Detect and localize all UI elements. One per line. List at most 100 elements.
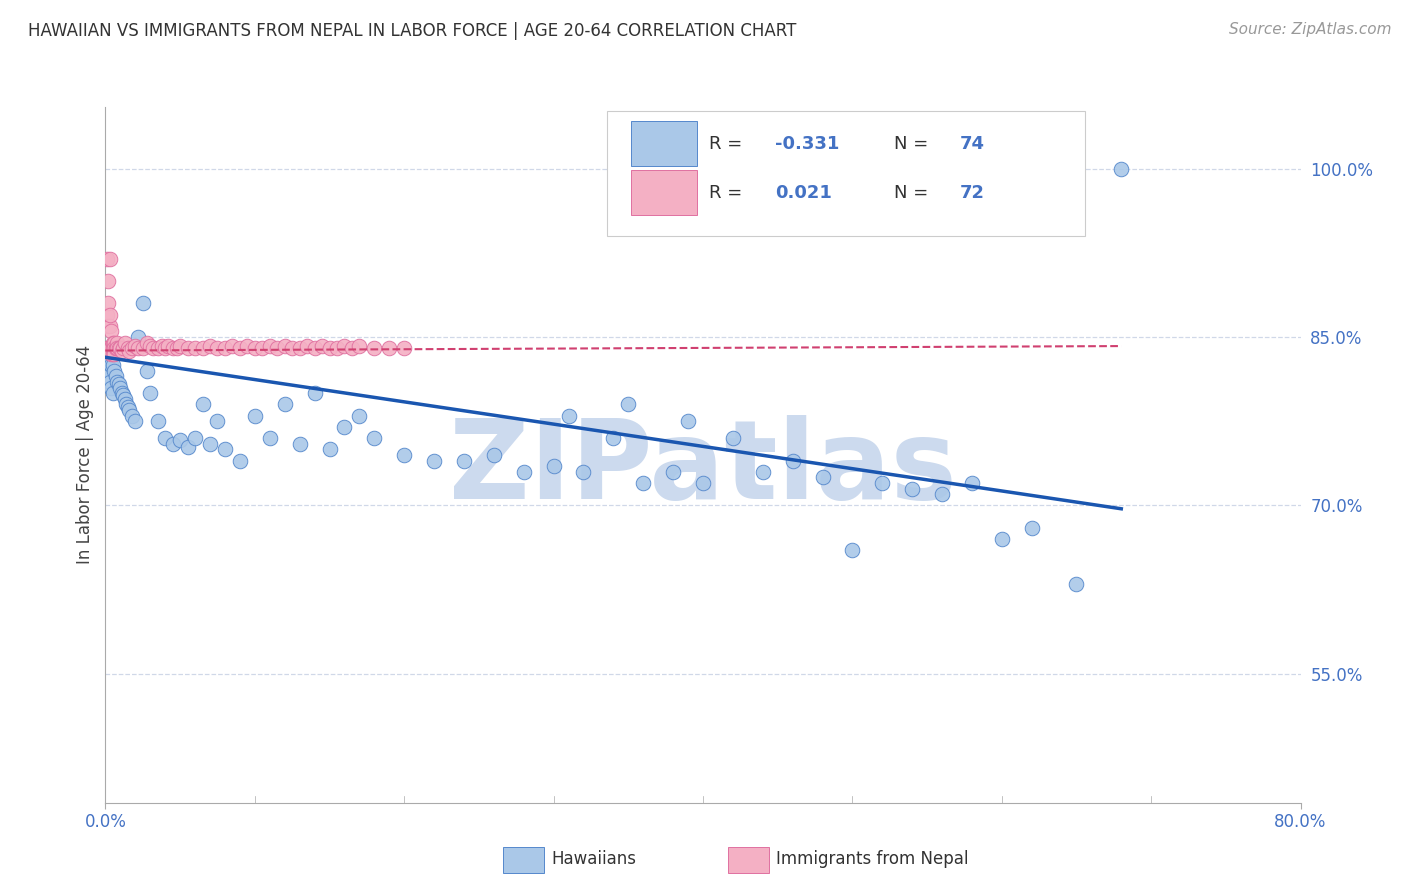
Point xyxy=(990,532,1012,546)
Point xyxy=(721,431,744,445)
Point xyxy=(97,318,120,333)
Point xyxy=(304,341,326,355)
Point xyxy=(142,341,165,355)
Text: Source: ZipAtlas.com: Source: ZipAtlas.com xyxy=(1229,22,1392,37)
Point xyxy=(150,339,173,353)
Text: N =: N = xyxy=(894,135,934,153)
Point xyxy=(103,335,125,350)
Point xyxy=(1066,577,1088,591)
Point xyxy=(617,397,640,411)
Point xyxy=(97,347,120,361)
Point xyxy=(157,339,180,353)
Point xyxy=(108,377,131,392)
Point xyxy=(191,397,214,411)
Text: HAWAIIAN VS IMMIGRANTS FROM NEPAL IN LABOR FORCE | AGE 20-64 CORRELATION CHART: HAWAIIAN VS IMMIGRANTS FROM NEPAL IN LAB… xyxy=(28,22,796,40)
Point xyxy=(236,339,259,353)
Point xyxy=(169,339,191,353)
Point xyxy=(98,375,121,389)
Point xyxy=(207,414,229,428)
Point xyxy=(872,475,894,490)
Point xyxy=(155,341,177,355)
Text: Immigrants from Nepal: Immigrants from Nepal xyxy=(776,850,969,868)
FancyBboxPatch shape xyxy=(631,121,697,166)
Point xyxy=(221,339,243,353)
Point xyxy=(136,364,159,378)
Point xyxy=(557,409,579,423)
Point xyxy=(252,341,274,355)
Point xyxy=(104,341,127,355)
Point xyxy=(97,296,120,310)
Point xyxy=(121,409,143,423)
Text: 0.021: 0.021 xyxy=(775,184,831,202)
Point xyxy=(931,487,953,501)
Point xyxy=(100,325,122,339)
Point xyxy=(111,343,134,358)
Point xyxy=(110,341,132,355)
Point xyxy=(96,341,118,355)
Point xyxy=(162,436,184,450)
Point xyxy=(281,341,304,355)
Point xyxy=(139,386,162,401)
Point xyxy=(121,341,143,355)
Point xyxy=(176,440,198,454)
Text: R =: R = xyxy=(709,184,754,202)
Point xyxy=(572,465,595,479)
Point xyxy=(333,339,356,353)
Point xyxy=(96,308,118,322)
Point xyxy=(901,482,924,496)
Point xyxy=(214,341,236,355)
FancyBboxPatch shape xyxy=(631,169,697,215)
Point xyxy=(243,409,266,423)
Point xyxy=(139,339,162,353)
Point xyxy=(115,397,138,411)
Point xyxy=(198,339,221,353)
Point xyxy=(311,339,333,353)
Point xyxy=(288,436,311,450)
Point xyxy=(114,335,136,350)
Point xyxy=(127,330,149,344)
Point xyxy=(104,369,127,384)
Y-axis label: In Labor Force | Age 20-64: In Labor Force | Age 20-64 xyxy=(76,345,94,565)
Point xyxy=(114,392,136,406)
Point xyxy=(229,341,252,355)
Point xyxy=(136,335,159,350)
Text: 74: 74 xyxy=(960,135,986,153)
Point xyxy=(288,341,311,355)
Point xyxy=(1021,521,1043,535)
Point xyxy=(101,347,124,361)
Point xyxy=(184,341,207,355)
Point xyxy=(191,341,214,355)
Point xyxy=(97,341,120,355)
Point xyxy=(453,453,475,467)
Point xyxy=(103,364,125,378)
Point xyxy=(259,431,281,445)
Point xyxy=(97,274,120,288)
Point xyxy=(543,459,565,474)
Point xyxy=(198,436,221,450)
Point xyxy=(207,341,229,355)
Point xyxy=(96,341,118,355)
Point xyxy=(423,453,446,467)
Point xyxy=(304,386,326,401)
Point xyxy=(243,341,266,355)
Point xyxy=(378,341,401,355)
Point xyxy=(124,339,146,353)
Point xyxy=(104,341,127,355)
Point xyxy=(259,339,281,353)
Point xyxy=(108,341,131,355)
Point xyxy=(100,358,122,372)
Point xyxy=(662,465,685,479)
Point xyxy=(162,341,184,355)
Point xyxy=(98,341,121,355)
Point xyxy=(166,341,188,355)
Point xyxy=(333,420,356,434)
Point xyxy=(98,318,121,333)
Text: ZIPatlas: ZIPatlas xyxy=(449,416,957,523)
Point xyxy=(96,364,118,378)
Point xyxy=(811,470,834,484)
Text: -0.331: -0.331 xyxy=(775,135,839,153)
Point xyxy=(274,339,297,353)
Point xyxy=(101,358,124,372)
Point xyxy=(676,414,699,428)
Point xyxy=(100,347,122,361)
